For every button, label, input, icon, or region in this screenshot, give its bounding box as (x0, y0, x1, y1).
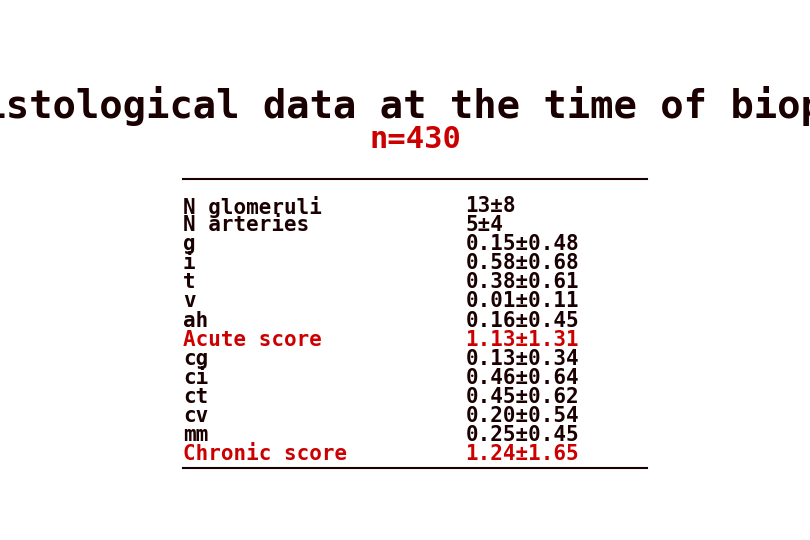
Text: 0.13±0.34: 0.13±0.34 (465, 349, 579, 369)
Text: g: g (183, 234, 195, 254)
Text: N glomeruli: N glomeruli (183, 196, 322, 218)
Text: n=430: n=430 (369, 125, 461, 154)
Text: 0.01±0.11: 0.01±0.11 (465, 292, 579, 312)
Text: 0.46±0.64: 0.46±0.64 (465, 368, 579, 388)
Text: 0.58±0.68: 0.58±0.68 (465, 253, 579, 273)
Text: 0.16±0.45: 0.16±0.45 (465, 310, 579, 330)
Text: Histological data at the time of biopsy: Histological data at the time of biopsy (0, 85, 810, 126)
Text: 1.13±1.31: 1.13±1.31 (465, 329, 579, 350)
Text: ct: ct (183, 387, 208, 407)
Text: i: i (183, 253, 195, 273)
Text: ci: ci (183, 368, 208, 388)
Text: 0.25±0.45: 0.25±0.45 (465, 426, 579, 446)
Text: 0.38±0.61: 0.38±0.61 (465, 272, 579, 292)
Text: 5±4: 5±4 (465, 215, 503, 235)
Text: 13±8: 13±8 (465, 196, 516, 216)
Text: 1.24±1.65: 1.24±1.65 (465, 444, 579, 464)
Text: 0.15±0.48: 0.15±0.48 (465, 234, 579, 254)
Text: 0.20±0.54: 0.20±0.54 (465, 406, 579, 426)
Text: cg: cg (183, 349, 208, 369)
Text: ah: ah (183, 310, 208, 330)
Text: t: t (183, 272, 195, 292)
Text: v: v (183, 292, 195, 312)
Text: cv: cv (183, 406, 208, 426)
Text: 0.45±0.62: 0.45±0.62 (465, 387, 579, 407)
Text: Chronic score: Chronic score (183, 444, 347, 464)
Text: N arteries: N arteries (183, 215, 309, 235)
Text: Acute score: Acute score (183, 329, 322, 350)
Text: mm: mm (183, 426, 208, 446)
